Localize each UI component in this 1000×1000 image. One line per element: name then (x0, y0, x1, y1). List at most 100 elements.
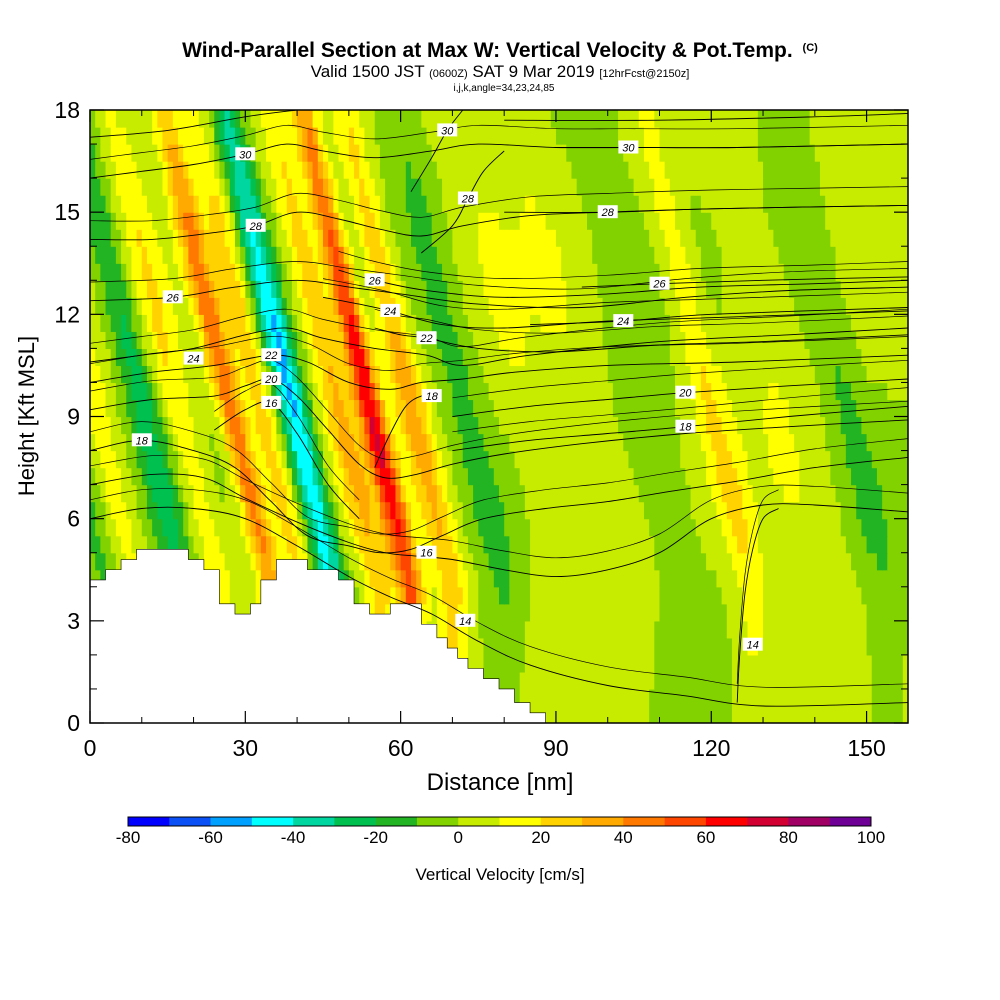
velocity-cell (141, 280, 148, 298)
velocity-cell (255, 433, 262, 452)
velocity-cell (633, 586, 640, 605)
velocity-cell (851, 212, 857, 230)
velocity-cell (638, 416, 645, 435)
velocity-cell (830, 433, 837, 452)
velocity-cell (452, 348, 459, 367)
velocity-cell (726, 467, 733, 486)
velocity-cell (664, 263, 671, 281)
velocity-cell (338, 552, 345, 571)
velocity-cell (690, 331, 697, 349)
velocity-cell (778, 280, 785, 298)
velocity-cell (105, 552, 112, 571)
velocity-cell (478, 399, 485, 418)
velocity-cell (95, 450, 101, 469)
velocity-cell (695, 314, 702, 332)
velocity-cell (410, 195, 417, 213)
velocity-cell (680, 433, 686, 452)
velocity-cell (700, 467, 707, 486)
velocity-cell (483, 654, 490, 673)
velocity-cell (452, 637, 459, 656)
velocity-cell (167, 450, 174, 469)
velocity-cell (680, 195, 686, 213)
velocity-cell (152, 348, 158, 367)
velocity-cell (509, 501, 516, 520)
velocity-cell (861, 280, 868, 298)
velocity-cell (442, 229, 448, 247)
velocity-cell (861, 195, 868, 213)
velocity-cell (333, 195, 340, 213)
velocity-cell (462, 229, 469, 247)
velocity-cell (219, 450, 226, 469)
velocity-cell (421, 314, 428, 332)
velocity-cell (757, 297, 764, 315)
velocity-cell (633, 280, 640, 298)
velocity-cell (690, 569, 697, 588)
velocity-cell (178, 399, 184, 418)
velocity-cell (607, 280, 614, 298)
velocity-cell (499, 467, 505, 486)
velocity-cell (519, 382, 526, 401)
velocity-cell (866, 637, 873, 656)
velocity-cell (183, 433, 189, 452)
velocity-cell (178, 365, 184, 384)
velocity-cell (338, 382, 345, 401)
velocity-cell (354, 229, 360, 247)
velocity-cell (711, 450, 718, 469)
velocity-cell (369, 212, 376, 230)
velocity-cell (457, 280, 464, 298)
velocity-cell (188, 314, 195, 332)
velocity-cell (561, 331, 567, 349)
velocity-cell (426, 467, 433, 486)
velocity-cell (706, 331, 712, 349)
velocity-cell (612, 654, 619, 673)
velocity-cell (307, 433, 314, 452)
velocity-cell (618, 535, 624, 554)
velocity-cell (291, 263, 298, 281)
velocity-cell (871, 586, 878, 605)
velocity-cell (845, 416, 852, 435)
velocity-cell (731, 297, 738, 315)
velocity-cell (576, 535, 583, 554)
velocity-cell (654, 688, 661, 707)
velocity-cell (214, 467, 221, 486)
velocity-cell (618, 297, 624, 315)
velocity-cell (178, 535, 184, 554)
velocity-cell (612, 484, 619, 503)
velocity-cell (592, 365, 598, 384)
velocity-cell (643, 416, 650, 435)
velocity-cell (695, 399, 702, 418)
velocity-cell (172, 382, 179, 401)
velocity-cell (255, 229, 262, 247)
velocity-cell (167, 535, 174, 554)
velocity-cell (794, 569, 800, 588)
velocity-cell (105, 501, 112, 520)
velocity-cell (763, 586, 769, 605)
velocity-cell (649, 348, 655, 367)
velocity-cell (188, 450, 195, 469)
velocity-cell (234, 569, 241, 588)
velocity-cell (711, 246, 718, 264)
velocity-cell (763, 705, 769, 723)
velocity-cell (814, 705, 821, 723)
velocity-cell (680, 654, 686, 673)
velocity-cell (115, 246, 122, 264)
velocity-cell (167, 399, 174, 418)
velocity-cell (892, 416, 899, 435)
velocity-cell (447, 518, 454, 537)
velocity-cell (623, 297, 630, 315)
velocity-cell (354, 535, 360, 554)
velocity-cell (814, 195, 821, 213)
velocity-cell (871, 314, 878, 332)
velocity-cell (343, 297, 350, 315)
velocity-cell (871, 280, 878, 298)
velocity-cell (240, 399, 246, 418)
velocity-cell (364, 484, 371, 503)
velocity-cell (607, 263, 614, 281)
velocity-cell (545, 178, 552, 196)
velocity-cell (271, 501, 277, 520)
velocity-cell (576, 688, 583, 707)
velocity-cell (493, 212, 500, 230)
velocity-cell (876, 450, 883, 469)
velocity-cell (628, 433, 635, 452)
velocity-cell (276, 331, 283, 349)
